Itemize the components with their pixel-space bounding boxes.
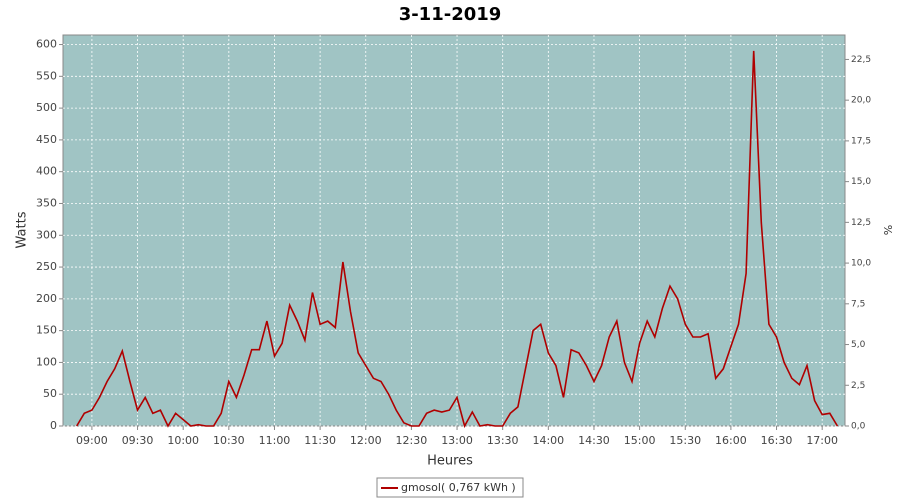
chart-title: 3-11-2019	[399, 4, 502, 25]
x-tick-label: 09:00	[76, 434, 108, 447]
y2-tick-label: 20,0	[851, 96, 871, 106]
y-tick-label: 550	[36, 69, 57, 82]
x-tick-label: 11:00	[259, 434, 291, 447]
legend	[376, 477, 524, 498]
x-tick-label: 10:00	[167, 434, 199, 447]
y2-tick-label: 10,0	[851, 259, 871, 269]
y2-tick-label: 2,5	[851, 381, 865, 391]
y-tick-label: 350	[36, 196, 57, 209]
x-tick-label: 11:30	[304, 434, 336, 447]
x-tick-label: 16:00	[715, 434, 747, 447]
y-tick-label: 200	[36, 292, 57, 305]
y2-tick-label: 15,0	[851, 177, 871, 187]
x-tick-label: 15:30	[669, 434, 701, 447]
x-tick-label: 13:30	[487, 434, 519, 447]
y-tick-label: 450	[36, 133, 57, 146]
x-tick-label: 10:30	[213, 434, 245, 447]
data-line	[76, 50, 839, 429]
y2-tick-label: 5,0	[851, 340, 866, 350]
x-tick-label: 09:30	[122, 434, 154, 447]
legend-label: gmosol( 0,767 kWh )	[401, 481, 516, 494]
y2-tick-label: 12,5	[851, 218, 871, 228]
x-tick-label: 14:00	[532, 434, 564, 447]
y-tick-label: 300	[36, 228, 57, 241]
x-tick-label: 15:00	[624, 434, 656, 447]
x-tick-label: 12:30	[396, 434, 428, 447]
x-axis-label: Heures	[427, 454, 473, 469]
y-tick-label: 100	[36, 355, 57, 368]
y-tick-label: 250	[36, 260, 57, 273]
y-tick-label: 400	[36, 165, 57, 178]
x-tick-label: 14:30	[578, 434, 610, 447]
y2-tick-label: 17,5	[851, 136, 871, 146]
plot-area	[62, 34, 846, 427]
x-tick-label: 12:00	[350, 434, 382, 447]
y-tick-label: 600	[36, 38, 57, 51]
y-tick-label: 500	[36, 101, 57, 114]
x-tick-label: 16:30	[761, 434, 793, 447]
x-tick-label: 17:00	[806, 434, 838, 447]
y-tick-label: 0	[50, 419, 57, 432]
y2-tick-label: 7,5	[851, 299, 865, 309]
x-tick-label: 13:00	[441, 434, 473, 447]
y2-tick-label: 22,5	[851, 55, 871, 65]
y2-axis-label: %	[882, 225, 895, 235]
y2-tick-label: 0,0	[851, 422, 866, 432]
y-axis-label: Watts	[15, 211, 30, 248]
y-tick-label: 150	[36, 324, 57, 337]
y-tick-label: 50	[43, 387, 57, 400]
